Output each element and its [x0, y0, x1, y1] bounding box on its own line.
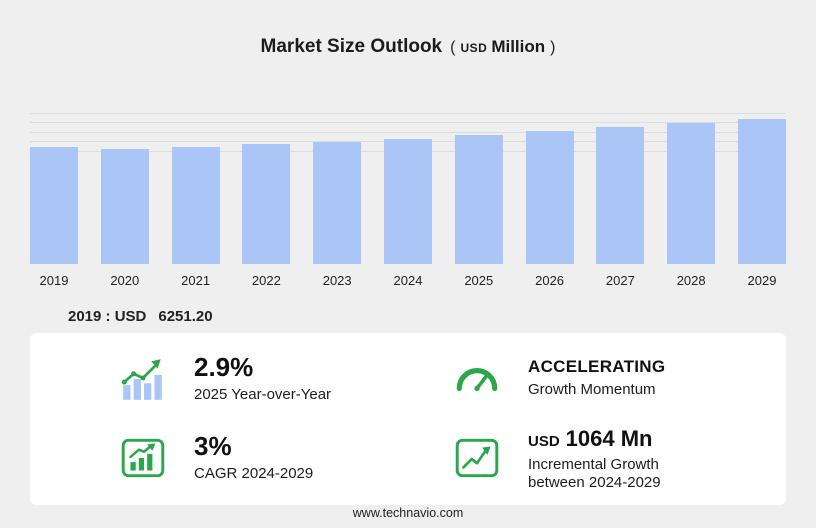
stat-text: 3% CAGR 2024-2029: [194, 432, 313, 483]
stat-label: 2025 Year-over-Year: [194, 385, 332, 403]
stat-value: USD 1064 Mn: [528, 423, 703, 452]
bar-2026: [525, 131, 574, 264]
bar-2029: [737, 118, 786, 264]
stat-value: 3%: [194, 431, 232, 462]
stat-incremental-growth: USD 1064 Mn Incremental Growth between 20…: [408, 423, 786, 493]
cagr-chart-icon: [118, 433, 168, 483]
bar-growth-arrow-icon: [118, 354, 168, 404]
title-open-paren: (: [450, 39, 456, 56]
x-axis-label: 2021: [181, 273, 211, 288]
bar-2020: [100, 149, 149, 264]
bar-2023: [313, 141, 362, 264]
bar-2025: [454, 135, 503, 264]
speedometer-icon: [452, 354, 502, 404]
x-axis-label: 2023: [322, 273, 352, 288]
stat-label: Growth Momentum: [528, 380, 656, 398]
bar-plot: [30, 113, 786, 264]
bar-2022: [242, 144, 291, 264]
title-close-paren: ): [550, 39, 556, 56]
title-unit: Million: [491, 37, 546, 56]
x-axis-label: 2027: [605, 273, 635, 288]
bar-2024: [383, 138, 432, 264]
base-year-value: 2019 : USD 6251.20: [68, 308, 816, 325]
stat-value: 2.9%: [194, 352, 254, 383]
title-text: Market Size Outlook: [260, 36, 443, 57]
stat-cagr: 3% CAGR 2024-2029: [30, 432, 408, 483]
x-axis: 2019 2020 2021 2022 2023 2024 2025 2026 2027 2028…: [30, 273, 786, 288]
stat-yoy-growth: 2.9% 2025 Year-over-Year: [30, 353, 408, 404]
stats-panel: 2.9% 2025 Year-over-Year ACCELERATING Gr…: [30, 333, 786, 506]
stat-value-currency: USD: [528, 433, 560, 450]
gridline: [30, 131, 786, 133]
x-axis-label: 2029: [747, 273, 777, 288]
footer-url: www.technavio.com: [352, 506, 464, 520]
chart-title: Market Size Outlook ( USD Million): [0, 0, 816, 58]
bar-2028: [667, 123, 716, 264]
x-axis-label: 2022: [251, 273, 281, 288]
base-year-label: 2019 : USD: [68, 308, 147, 325]
x-axis-label: 2020: [110, 273, 140, 288]
title-currency: USD: [460, 41, 488, 55]
stat-text: 2.9% 2025 Year-over-Year: [194, 353, 331, 404]
base-year-amount: 6251.20: [158, 308, 213, 325]
x-axis-label: 2026: [535, 273, 565, 288]
x-axis-label: 2019: [39, 273, 69, 288]
stat-value-amount: 1064 Mn: [565, 426, 653, 451]
stat-value: ACCELERATING: [528, 357, 666, 377]
bar-2019: [30, 146, 78, 264]
gridline: [30, 113, 786, 114]
x-axis-label: 2025: [464, 273, 494, 288]
bar-2027: [596, 127, 645, 264]
bar-chart: 2019 2020 2021 2022 2023 2024 2025 2026 2027 2028…: [30, 113, 786, 288]
gridline: [30, 122, 786, 124]
stat-label: CAGR 2024-2029: [194, 464, 314, 482]
stat-text: ACCELERATING Growth Momentum: [528, 358, 665, 399]
bar-2021: [171, 147, 220, 264]
x-axis-label: 2028: [676, 273, 706, 288]
incremental-growth-icon: [452, 433, 502, 483]
stat-label: Incremental Growth between 2024-2029: [528, 455, 661, 492]
stat-text: USD 1064 Mn Incremental Growth between 20…: [528, 423, 703, 493]
stat-growth-momentum: ACCELERATING Growth Momentum: [408, 354, 786, 404]
x-axis-label: 2024: [393, 273, 423, 288]
